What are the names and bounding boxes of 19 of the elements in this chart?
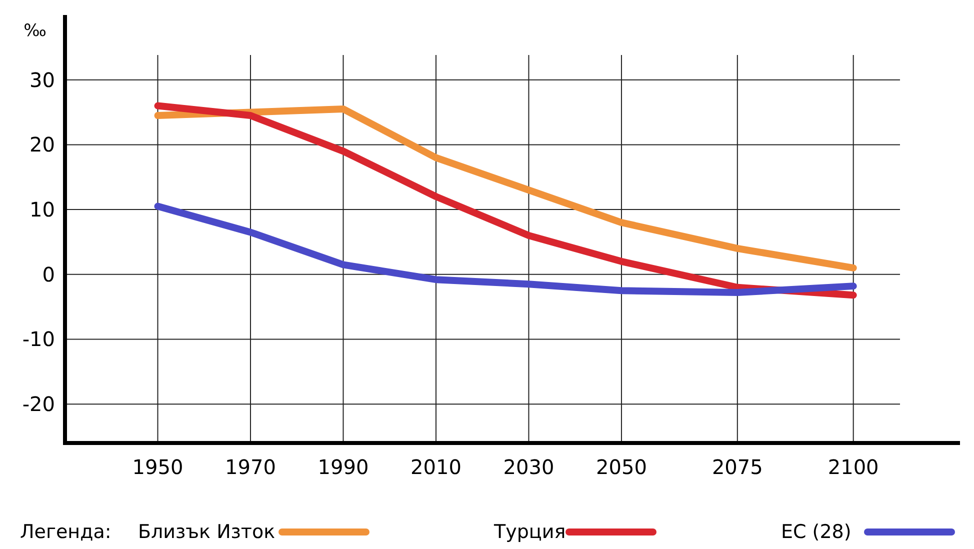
- legend-label: Турция: [493, 521, 566, 543]
- y-tick-label: 10: [30, 198, 55, 222]
- legend-label: ЕС (28): [781, 521, 852, 543]
- legend-label: Близък Изток: [138, 521, 276, 543]
- x-tick-label: 2050: [596, 455, 647, 479]
- y-axis-title: ‰: [24, 21, 46, 41]
- x-tick-label: 2075: [712, 455, 763, 479]
- y-tick-label: -10: [22, 327, 55, 352]
- x-tick-label: 2100: [828, 455, 879, 479]
- y-tick-label: 0: [42, 262, 55, 286]
- y-tick-label: 20: [30, 132, 55, 157]
- x-tick-label: 2030: [503, 455, 554, 479]
- x-tick-label: 1970: [225, 455, 276, 479]
- y-tick-label: 30: [30, 68, 55, 92]
- x-tick-label: 1990: [318, 455, 369, 479]
- y-tick-label: -20: [22, 392, 55, 416]
- x-tick-label: 2010: [410, 455, 462, 479]
- legend-title: Легенда:: [20, 521, 112, 543]
- x-tick-label: 1950: [132, 455, 184, 479]
